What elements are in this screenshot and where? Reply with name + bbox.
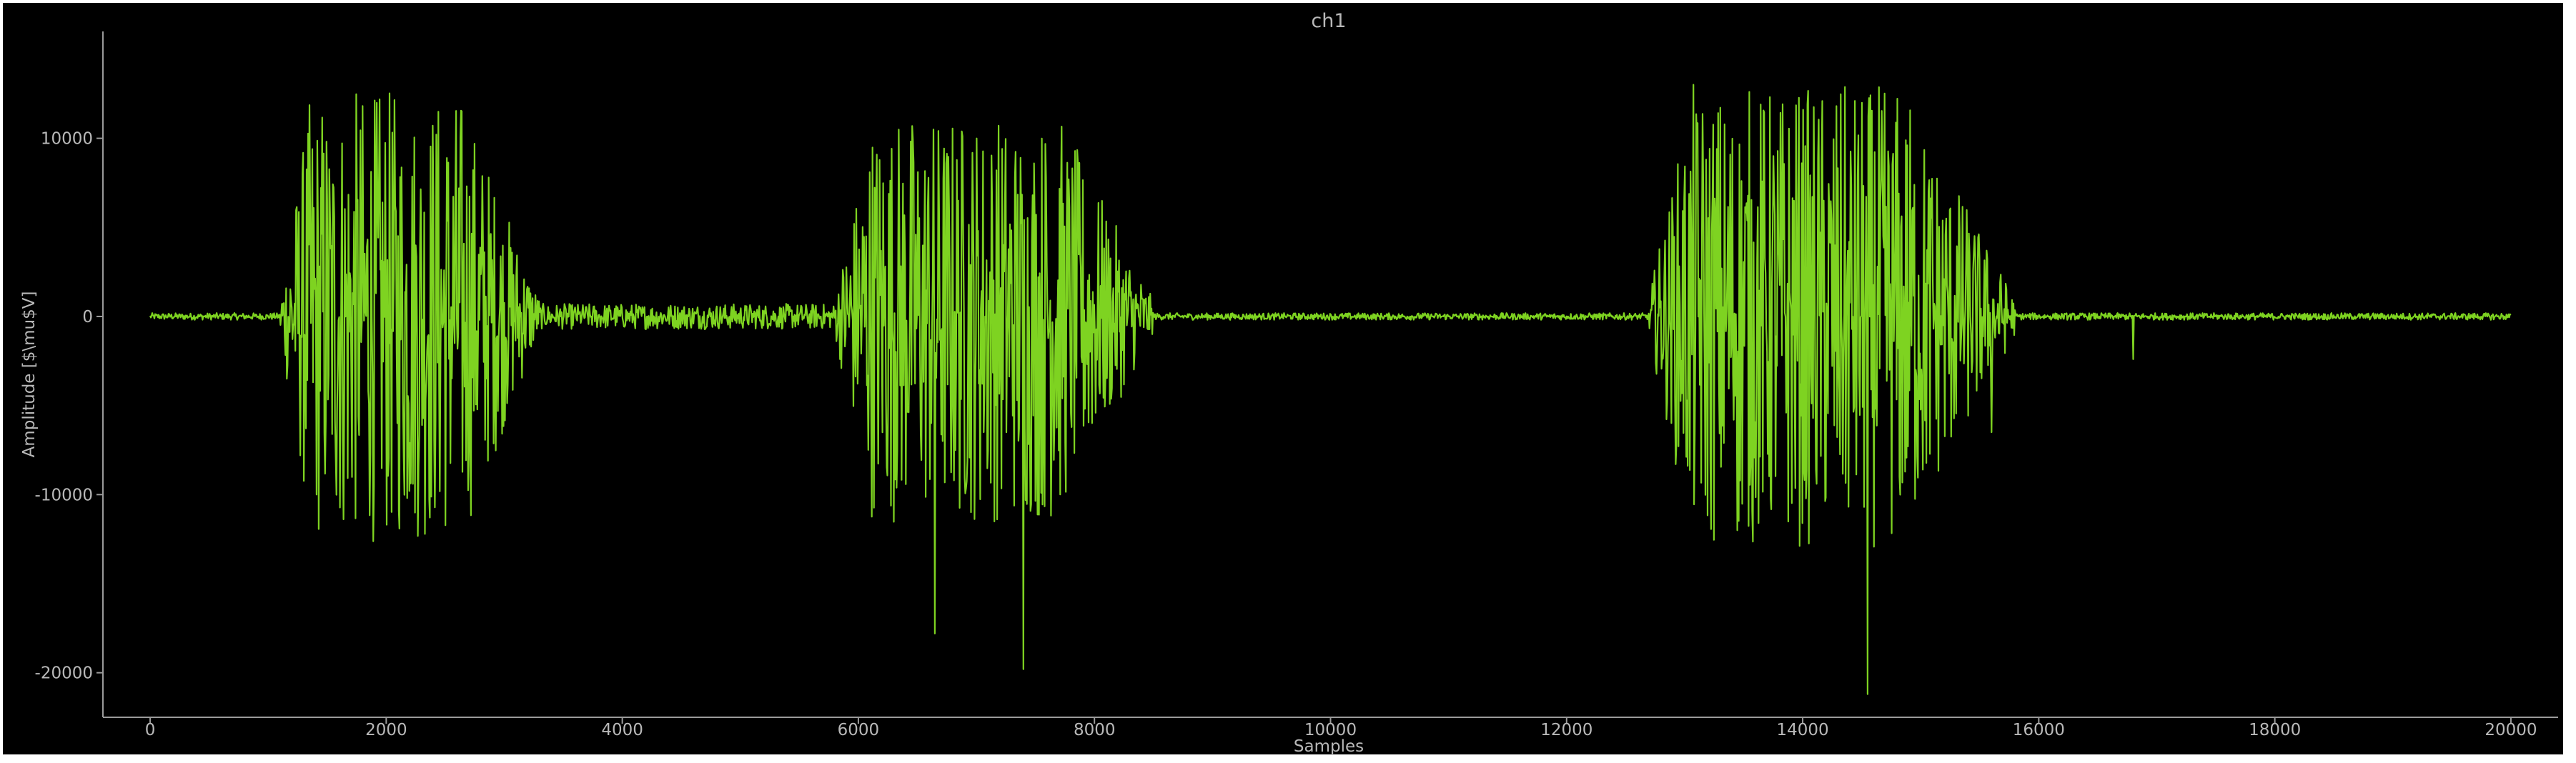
x-tick-label: 18000 <box>2249 721 2301 739</box>
waveform-chart: ch1 0 2000 4000 6000 8000 10000 12000 14000 1600… <box>20 10 2558 756</box>
y-axis-label: Amplitude [$\mu$V] <box>20 291 39 458</box>
x-axis-label: Samples <box>1294 737 1364 756</box>
x-tick-label: 10000 <box>1304 721 1357 739</box>
y-tick-label: -20000 <box>35 664 93 683</box>
y-tick-label: 10000 <box>41 130 93 149</box>
y-tick-label: 0 <box>82 308 93 326</box>
x-tick-label: 0 <box>145 721 156 739</box>
x-ticks: 0 2000 4000 6000 8000 10000 12000 14000 16000 180… <box>145 717 2537 739</box>
x-tick-label: 8000 <box>1074 721 1116 739</box>
x-tick-label: 14000 <box>1776 721 1828 739</box>
chart-title: ch1 <box>1311 10 1346 32</box>
y-tick-label: -10000 <box>35 486 93 504</box>
x-tick-label: 12000 <box>1540 721 1592 739</box>
x-tick-label: 16000 <box>2013 721 2065 739</box>
x-tick-label: 6000 <box>838 721 880 739</box>
signal-line <box>149 84 2512 695</box>
x-tick-label: 2000 <box>365 721 407 739</box>
x-tick-label: 20000 <box>2485 721 2537 739</box>
x-tick-label: 4000 <box>601 721 643 739</box>
y-ticks: -20000 -10000 0 10000 <box>35 130 103 683</box>
